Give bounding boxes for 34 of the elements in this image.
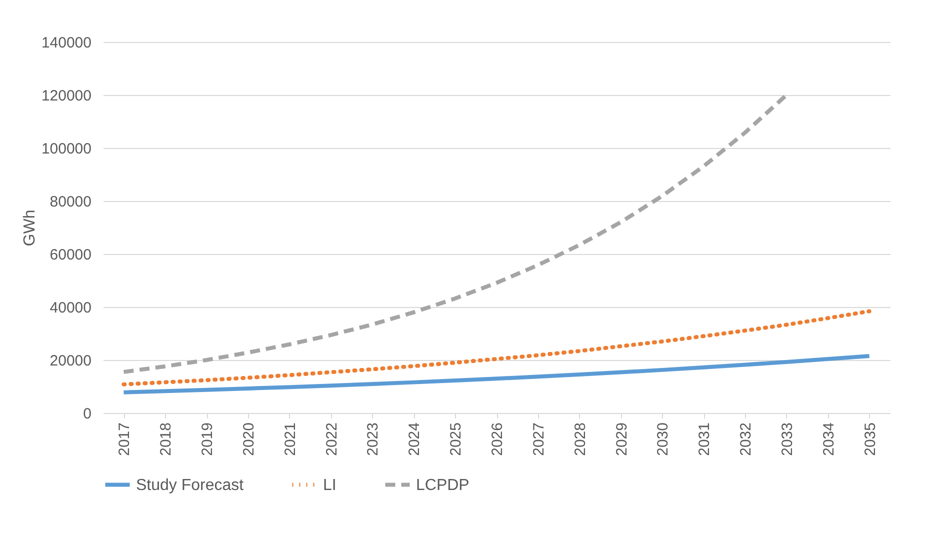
y-tick-label: 40000 — [50, 300, 92, 316]
line-series — [122, 93, 788, 374]
x-tick-label: 2023 — [364, 422, 382, 456]
x-tick-label: 2031 — [696, 422, 714, 456]
x-tick-label: 2033 — [778, 422, 796, 456]
x-tick-label: 2021 — [282, 422, 299, 456]
x-tick-label: 2017 — [116, 422, 134, 456]
y-tick-label: 80000 — [50, 194, 92, 210]
x-tick-label: 2024 — [406, 422, 424, 456]
y-tick-label: 140000 — [41, 34, 92, 52]
line-series — [122, 309, 872, 386]
x-tick-label: 2028 — [572, 422, 589, 456]
line-series — [122, 354, 872, 394]
x-tick-label: 2019 — [199, 422, 216, 456]
x-tick-label: 2035 — [862, 422, 879, 456]
x-tick-label: 2022 — [323, 422, 340, 456]
y-tick-label: 20000 — [50, 352, 92, 370]
x-tick-label: 2018 — [158, 422, 175, 456]
legend-label: Study Forecast — [136, 476, 244, 494]
y-axis-title: GWh — [21, 210, 38, 246]
x-tick-label: 2032 — [738, 422, 755, 456]
y-tick-label: 60000 — [50, 246, 92, 264]
x-tick-label: 2020 — [240, 422, 258, 456]
x-tick-label: 2027 — [530, 422, 548, 456]
legend-label: LI — [323, 476, 336, 494]
x-tick-label: 2029 — [613, 422, 630, 456]
legend-label: LCPDP — [416, 476, 470, 494]
x-tick-label: 2025 — [448, 422, 465, 456]
x-tick-label: 2026 — [489, 422, 506, 456]
y-tick-label: 120000 — [41, 88, 92, 104]
y-tick-label: 100000 — [41, 140, 92, 158]
x-tick-label: 2030 — [654, 422, 672, 456]
x-tick-label: 2034 — [820, 422, 838, 456]
y-tick-label: 0 — [83, 406, 92, 422]
